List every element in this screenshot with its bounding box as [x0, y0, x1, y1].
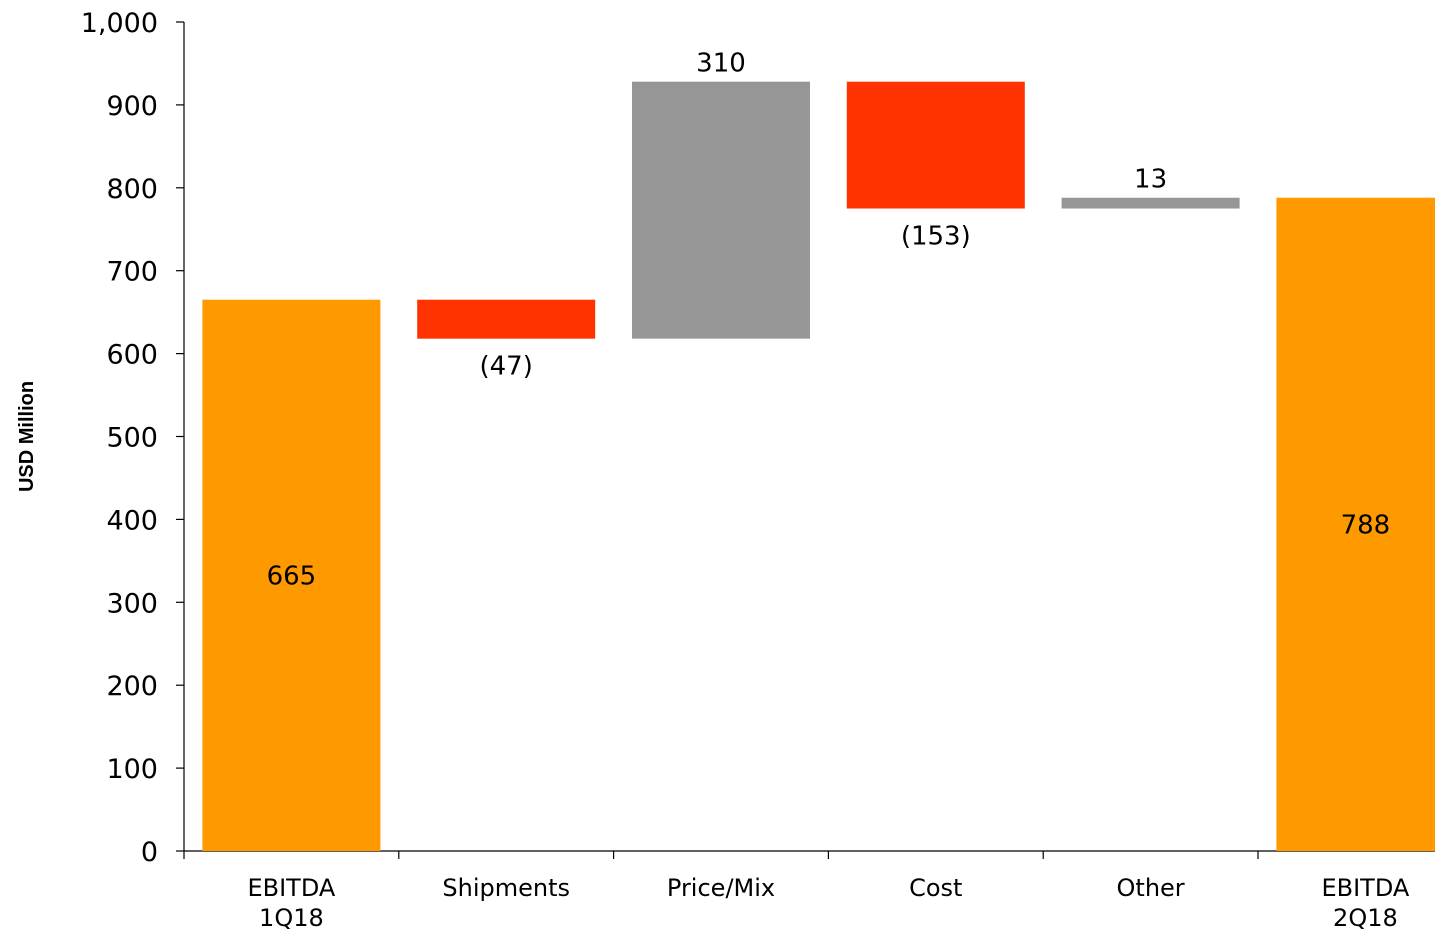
y-tick-label: 0	[141, 837, 158, 868]
bars	[202, 81, 1435, 852]
y-tick-label: 300	[106, 588, 158, 619]
bar-decrease	[417, 299, 596, 339]
data-label: 13	[1134, 165, 1167, 195]
y-axis-title: USD Million	[16, 381, 38, 492]
data-label: (153)	[901, 222, 971, 252]
y-tick-label: 200	[106, 671, 158, 702]
y-tick-label: 1,000	[81, 8, 158, 39]
data-labels: 665 (47) 310 (153) 13 788	[267, 49, 1391, 592]
bar-increase	[632, 81, 810, 339]
data-label: 788	[1341, 510, 1391, 540]
bar-total	[1276, 197, 1435, 852]
x-tick-label: EBITDA	[1321, 874, 1409, 902]
bar-decrease	[846, 81, 1025, 209]
data-label: 310	[696, 49, 746, 79]
data-label: 665	[267, 561, 317, 591]
y-tick-label: 500	[106, 423, 158, 454]
x-tick-label: Price/Mix	[667, 874, 775, 902]
bar-increase	[1061, 197, 1240, 209]
y-tick-label: 900	[106, 91, 158, 122]
x-tick-label: Shipments	[442, 874, 570, 902]
x-tick-label: Other	[1117, 874, 1185, 902]
y-tick-label: 800	[106, 174, 158, 205]
data-label: (47)	[480, 352, 533, 382]
y-tick-label: 600	[106, 340, 158, 371]
x-tick-label: EBITDA	[247, 874, 335, 902]
y-tick-label: 100	[106, 754, 158, 785]
x-tick-label: 2Q18	[1333, 904, 1398, 932]
y-axis: 0 100 200 300 400 500 600 700 800 900 1,000	[81, 8, 185, 868]
y-tick-label: 400	[106, 505, 158, 536]
x-tick-label: Cost	[909, 874, 962, 902]
x-tick-label: 1Q18	[259, 904, 324, 932]
y-tick-label: 700	[106, 257, 158, 288]
bar-total	[202, 299, 381, 852]
